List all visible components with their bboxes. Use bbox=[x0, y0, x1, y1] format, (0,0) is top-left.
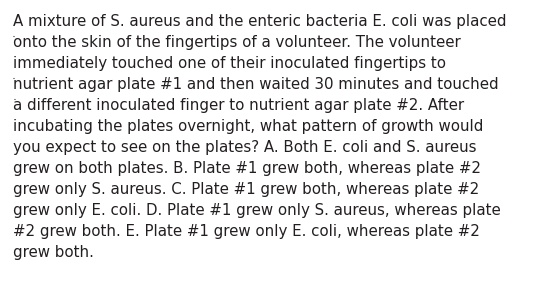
Text: grew both.: grew both. bbox=[13, 245, 94, 260]
Text: grew only E. coli. D. Plate #1 grew only S. aureus, whereas plate: grew only E. coli. D. Plate #1 grew only… bbox=[13, 203, 501, 218]
Text: #2 grew both. E. Plate #1 grew only E. coli, whereas plate #2: #2 grew both. E. Plate #1 grew only E. c… bbox=[13, 224, 480, 239]
Text: incubating the plates overnight, what pattern of growth would: incubating the plates overnight, what pa… bbox=[13, 119, 483, 134]
Text: grew only S. aureus. C. Plate #1 grew both, whereas plate #2: grew only S. aureus. C. Plate #1 grew bo… bbox=[13, 182, 479, 197]
Text: immediately touched one of their inoculated fingertips to: immediately touched one of their inocula… bbox=[13, 56, 446, 71]
Text: A mixture of S. aureus and the enteric bacteria E. coli was placed: A mixture of S. aureus and the enteric b… bbox=[13, 14, 507, 29]
Text: grew on both plates. B. Plate #1 grew both, whereas plate #2: grew on both plates. B. Plate #1 grew bo… bbox=[13, 161, 481, 176]
Text: you expect to see on the plates? A. Both E. coli and S. aureus: you expect to see on the plates? A. Both… bbox=[13, 140, 477, 155]
Text: a different inoculated finger to nutrient agar plate #2. After: a different inoculated finger to nutrien… bbox=[13, 98, 464, 113]
Text: nutrient agar plate #1 and then waited 30 minutes and touched: nutrient agar plate #1 and then waited 3… bbox=[13, 77, 499, 92]
Text: onto the skin of the fingertips of a volunteer. The volunteer: onto the skin of the fingertips of a vol… bbox=[13, 35, 461, 50]
